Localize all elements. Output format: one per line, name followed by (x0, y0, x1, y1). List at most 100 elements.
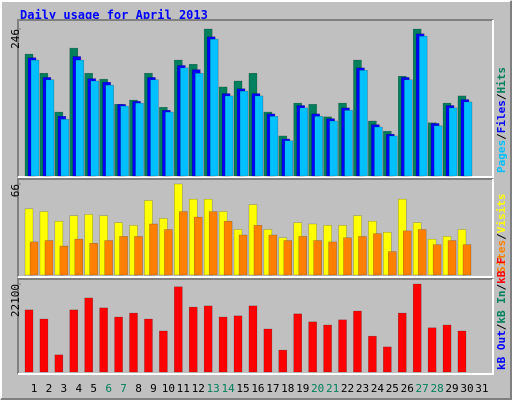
bar (344, 110, 353, 177)
bar (164, 229, 173, 276)
x-tick-label: 19 (296, 382, 309, 395)
bar (29, 241, 39, 276)
bar (135, 102, 144, 177)
bar (174, 286, 183, 373)
bar (263, 328, 273, 373)
bar (314, 115, 323, 177)
bar (284, 140, 294, 177)
bar (323, 324, 332, 373)
x-tick-label: 16 (251, 382, 264, 395)
chart-title: Daily usage for April 2013 (20, 8, 208, 22)
x-tick-label: 18 (281, 382, 294, 395)
legend-entry: kB F (495, 257, 508, 284)
bar (188, 306, 198, 373)
x-tick-label: 21 (326, 382, 339, 395)
bar (389, 135, 398, 177)
legend: Sites/Visits (495, 194, 508, 274)
bar (120, 105, 129, 177)
bar (84, 297, 93, 373)
bar (299, 107, 308, 177)
bar (180, 67, 189, 177)
x-tick-label: 20 (311, 382, 324, 395)
bar (427, 327, 437, 373)
bar (104, 240, 113, 276)
x-tick-label: 23 (356, 382, 369, 395)
bar (388, 251, 397, 276)
bar (298, 236, 307, 276)
legend-entry: Sites (495, 240, 508, 273)
x-tick-label: 4 (75, 382, 82, 395)
bar (343, 237, 352, 276)
bar (193, 216, 203, 276)
x-tick-label: 28 (430, 382, 443, 395)
bar (433, 125, 443, 177)
x-tick-label: 15 (236, 382, 249, 395)
bar (338, 319, 347, 373)
x-tick-label: 12 (192, 382, 205, 395)
bevel (18, 179, 494, 278)
x-tick-label: 6 (105, 382, 112, 395)
bar (278, 349, 288, 373)
bar (218, 316, 228, 373)
bar (209, 38, 219, 177)
x-tick-label: 7 (120, 382, 127, 395)
bar (418, 35, 428, 177)
bar (59, 245, 69, 276)
bar (238, 234, 248, 276)
bar (44, 240, 54, 276)
bar (119, 236, 128, 276)
x-tick-label: 10 (162, 382, 175, 395)
bar (328, 241, 337, 276)
bar (105, 84, 114, 177)
bar (462, 244, 472, 276)
x-tick-label: 17 (266, 382, 279, 395)
x-tick-label: 26 (401, 382, 414, 395)
bar (159, 330, 168, 373)
bar (383, 346, 392, 373)
bar (194, 72, 204, 177)
bar (457, 330, 467, 373)
bar (69, 309, 79, 373)
legend-separator: / (495, 233, 508, 240)
bar (403, 230, 412, 276)
bar (442, 324, 452, 373)
bar (254, 95, 264, 177)
bar (404, 79, 413, 177)
x-tick-label: 5 (90, 382, 97, 395)
bar (293, 313, 302, 373)
bar (24, 309, 34, 373)
bar (398, 312, 407, 373)
x-tick-label: 11 (177, 382, 190, 395)
x-tick-label: 22 (341, 382, 354, 395)
bar (447, 240, 457, 276)
x-tick-label: 29 (445, 382, 458, 395)
bar (268, 234, 278, 276)
bar (203, 305, 213, 373)
x-tick-label: 9 (150, 382, 157, 395)
x-tick-label: 14 (221, 382, 235, 395)
bar (373, 233, 382, 276)
x-tick-label: 2 (46, 382, 53, 395)
legend: kB Out/kB In/kB F (495, 257, 508, 370)
bevel (17, 178, 493, 277)
legend-separator: / (495, 323, 508, 330)
x-tick-label: 30 (460, 382, 473, 395)
bar (417, 229, 427, 276)
x-tick-label: 31 (475, 382, 488, 395)
bar (208, 211, 218, 276)
bar (60, 118, 70, 177)
bar (224, 95, 234, 177)
legend-entry: kB Out (495, 330, 508, 370)
x-tick-label: 8 (135, 382, 142, 395)
bar (374, 126, 383, 177)
y-tick-label: 246 (9, 29, 22, 49)
y-tick-label: 66 (9, 184, 22, 197)
x-tick-label: 13 (207, 382, 220, 395)
bar (179, 211, 188, 276)
bar (283, 240, 293, 276)
bar (75, 59, 85, 177)
